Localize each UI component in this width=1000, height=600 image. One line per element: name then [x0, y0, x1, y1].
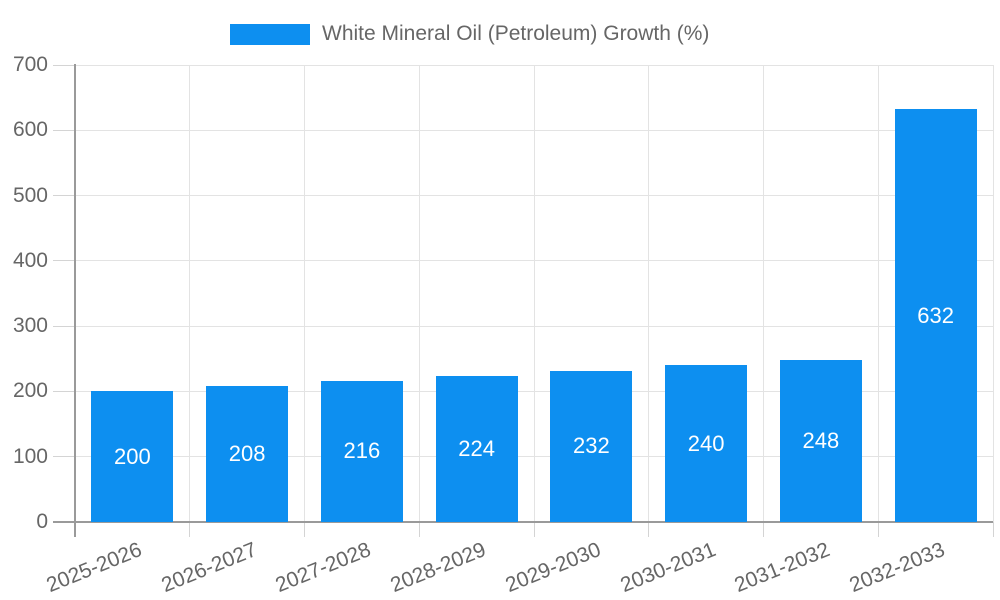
bar-value-label: 200 [114, 443, 151, 469]
bar[interactable] [435, 375, 518, 522]
y-axis-line [74, 64, 76, 537]
legend-color-swatch [230, 23, 310, 45]
x-axis-category-label: 2030-2031 [617, 538, 719, 597]
x-axis-category-label: 2028-2029 [387, 538, 490, 597]
y-axis-tick-label: 0 [36, 510, 48, 533]
x-tick-mark [189, 522, 191, 537]
y-tick-mark [53, 390, 75, 392]
x-tick-mark [648, 522, 650, 537]
bar[interactable] [206, 386, 289, 522]
bar[interactable] [779, 360, 862, 522]
x-gridline [763, 65, 764, 522]
y-axis-tick-label: 700 [12, 53, 48, 76]
bar-value-label: 216 [343, 438, 381, 464]
y-axis-tick-label: 400 [12, 248, 48, 272]
y-axis-tick-label: 600 [12, 118, 48, 142]
y-axis-tick-label: 200 [12, 379, 48, 403]
bar-value-label: 632 [917, 302, 954, 328]
x-axis-category-label: 2031-2032 [731, 538, 834, 597]
bar-value-label: 240 [687, 430, 725, 456]
bar[interactable] [665, 365, 748, 522]
x-tick-mark [992, 522, 994, 537]
bar-value-label: 248 [802, 428, 840, 454]
y-axis-tick-label: 100 [12, 444, 48, 468]
bar[interactable] [320, 380, 403, 522]
y-tick-mark [53, 260, 75, 262]
x-tick-mark [877, 522, 879, 537]
x-axis-category-label: 2025-2026 [43, 538, 145, 597]
x-gridline [533, 65, 535, 522]
y-axis-tick-label: 300 [12, 314, 48, 338]
bar-value-label: 232 [573, 433, 610, 459]
x-axis-category-label: 2026-2027 [158, 538, 260, 597]
x-axis-category-label: 2032-2033 [846, 538, 949, 597]
bar-value-label: 224 [458, 435, 495, 461]
x-tick-mark [763, 522, 764, 537]
bar[interactable] [894, 109, 977, 522]
x-axis-category-label: 2029-2030 [502, 538, 604, 597]
bar[interactable] [91, 391, 174, 522]
bar[interactable] [550, 370, 633, 522]
x-gridline [304, 65, 305, 522]
x-axis-line [53, 521, 993, 523]
y-tick-mark [53, 195, 75, 197]
legend-label: White Mineral Oil (Petroleum) Growth (%) [322, 22, 710, 45]
y-axis-tick-label: 500 [12, 183, 48, 207]
y-tick-mark [53, 456, 75, 458]
bar-value-label: 208 [228, 441, 266, 467]
y-tick-mark [53, 64, 75, 66]
x-tick-mark [304, 522, 305, 537]
x-axis-category-label: 2027-2028 [272, 538, 375, 597]
y-tick-mark [53, 325, 75, 327]
x-gridline [189, 65, 191, 522]
y-tick-mark [53, 129, 75, 131]
legend-item[interactable]: White Mineral Oil (Petroleum) Growth (%) [230, 22, 709, 46]
x-gridline [877, 65, 879, 522]
x-tick-mark [418, 522, 420, 537]
x-tick-mark [533, 522, 535, 537]
x-gridline [418, 65, 420, 522]
x-gridline [992, 65, 994, 522]
x-gridline [648, 65, 650, 522]
